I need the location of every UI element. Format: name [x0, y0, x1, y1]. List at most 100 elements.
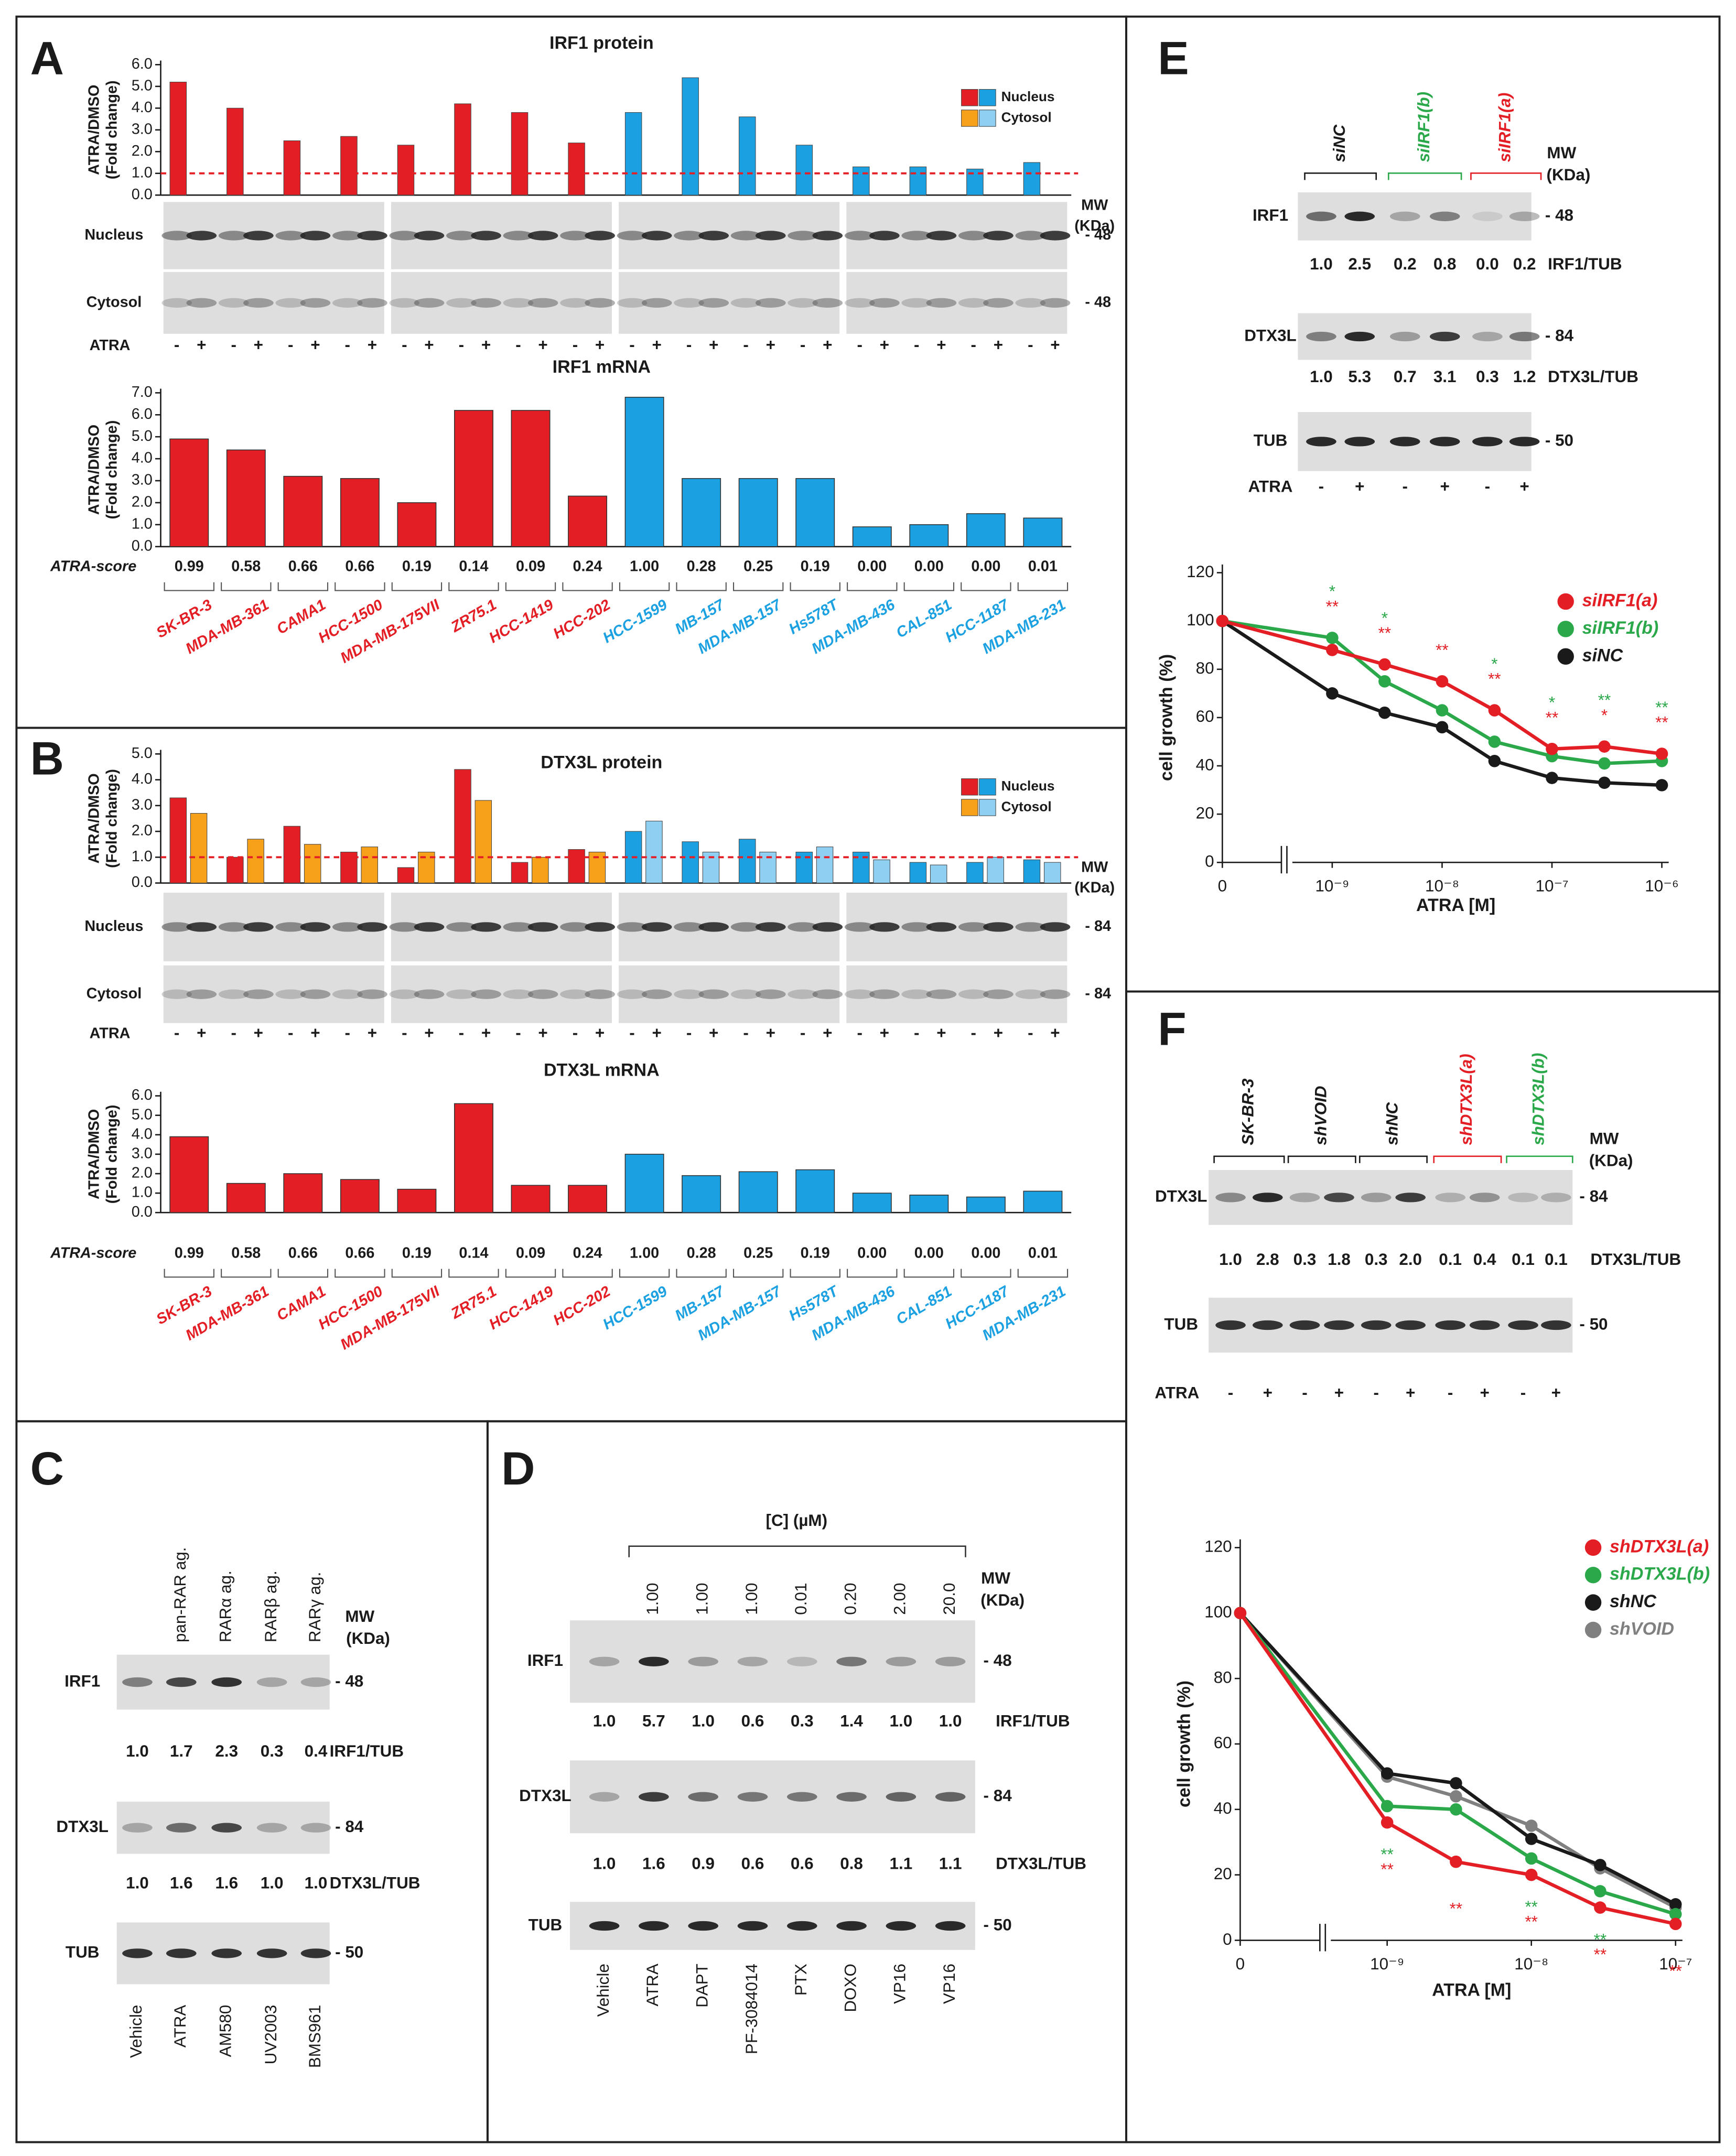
blot-band	[471, 989, 501, 999]
bar	[795, 478, 835, 547]
blot-band	[926, 298, 957, 308]
blot-band	[211, 1948, 242, 1958]
mw-label: MW	[1081, 859, 1108, 875]
blot-band	[585, 989, 615, 999]
score-value: 0.25	[743, 558, 773, 575]
x-tick-label: 10⁻⁶	[1645, 877, 1678, 895]
blot-band	[886, 1656, 916, 1666]
data-point	[1594, 1901, 1606, 1914]
mw-label: MW	[1590, 1130, 1619, 1148]
blot-band	[1344, 331, 1375, 342]
sign: -	[1028, 1024, 1033, 1042]
data-point	[1381, 1816, 1394, 1829]
sign: +	[880, 1024, 889, 1042]
ratio-value: 1.0	[261, 1873, 284, 1892]
ratio-value: 0.3	[1293, 1250, 1317, 1269]
sign: +	[709, 1024, 718, 1042]
ratio-label: DTX3L/TUB	[996, 1855, 1086, 1873]
blot-band	[275, 989, 306, 999]
y-tick-label: 0	[1223, 1930, 1232, 1948]
blot-band	[218, 989, 249, 999]
bracket	[1387, 172, 1462, 180]
chart-title: IRF1 protein	[549, 33, 654, 53]
sign: +	[936, 336, 946, 354]
blot-band	[1389, 211, 1420, 221]
data-point	[1655, 747, 1668, 760]
score-label: ATRA-score	[50, 558, 136, 575]
ratio-value: 1.0	[1219, 1250, 1242, 1269]
ratio-label: DTX3L/TUB	[1590, 1250, 1681, 1269]
blot-band	[161, 989, 192, 999]
blot-band	[166, 1677, 197, 1687]
legend-marker	[1584, 1594, 1602, 1611]
blot-band	[730, 298, 761, 308]
bracket	[619, 582, 670, 591]
blot-band	[641, 922, 672, 932]
sign: -	[800, 336, 805, 354]
bar	[738, 478, 778, 547]
category-label: MDA-MB-175VII	[338, 1283, 443, 1353]
mw-value: - 84	[1579, 1187, 1608, 1206]
ratio-value: 0.1	[1439, 1250, 1462, 1269]
legend-label: Cytosol	[1001, 109, 1052, 125]
x-tick-label: 10⁻⁸	[1425, 877, 1459, 895]
bracket	[1017, 1269, 1069, 1278]
sign: +	[254, 1024, 263, 1042]
data-point	[1598, 776, 1611, 789]
score-value: 0.14	[459, 558, 488, 575]
significance-mark: **	[1436, 641, 1448, 659]
data-point	[1669, 1908, 1682, 1921]
ratio-value: 0.7	[1394, 367, 1417, 386]
y-tick-label: 5.0	[132, 745, 153, 762]
treatment-label: ATRA	[90, 1025, 131, 1042]
ratio-label: IRF1/TUB	[330, 1742, 404, 1760]
blot-band	[641, 231, 672, 241]
blot-band	[560, 231, 590, 241]
y-tick-label: 0.0	[132, 874, 153, 891]
bar	[795, 1169, 835, 1213]
y-tick-label: 0	[1205, 852, 1214, 871]
blot-band	[1040, 298, 1071, 308]
blot-band	[300, 1677, 331, 1687]
bar	[190, 813, 208, 884]
mw-value: - 84	[335, 1817, 364, 1836]
category-label: HCC-1419	[486, 597, 556, 647]
blot-band	[844, 231, 875, 241]
blot-band	[1472, 331, 1503, 342]
score-value: 1.00	[630, 1244, 659, 1261]
lane-label: UV2003	[262, 2005, 280, 2065]
blot-band	[812, 298, 843, 308]
ratio-value: 1.6	[215, 1873, 238, 1892]
sign: -	[288, 336, 293, 354]
blot-band	[186, 298, 217, 308]
legend-marker	[1584, 1567, 1602, 1584]
series-line	[1238, 1612, 1677, 1906]
blot-band	[983, 989, 1013, 999]
bracket	[676, 582, 727, 591]
sign: +	[1334, 1383, 1344, 1402]
bracket	[628, 1545, 966, 1557]
mw-value: - 50	[335, 1943, 363, 1962]
legend-swatch	[979, 778, 996, 796]
sign: +	[652, 336, 661, 354]
blot-band	[844, 922, 875, 932]
ratio-value: 2.5	[1348, 255, 1371, 273]
score-value: 0.19	[801, 1244, 830, 1261]
score-value: 0.66	[345, 1244, 374, 1261]
concentration: 0.01	[792, 1583, 810, 1615]
blot-band	[755, 922, 786, 932]
y-tick-label: 6.0	[132, 1087, 153, 1103]
bar	[682, 1175, 721, 1213]
ratio-value: 0.0	[1476, 255, 1499, 273]
ratio-value: 0.1	[1512, 1250, 1535, 1269]
sign: +	[652, 1024, 661, 1042]
blot-band	[836, 1792, 867, 1802]
legend-label: Cytosol	[1001, 798, 1052, 814]
blot-band	[300, 1823, 331, 1833]
blot-band	[688, 1921, 718, 1931]
group-label: siIRF1(b)	[1415, 92, 1433, 162]
lane-label: AM580	[217, 2005, 235, 2057]
ratio-value: 1.6	[642, 1855, 665, 1873]
sign: -	[686, 336, 692, 354]
